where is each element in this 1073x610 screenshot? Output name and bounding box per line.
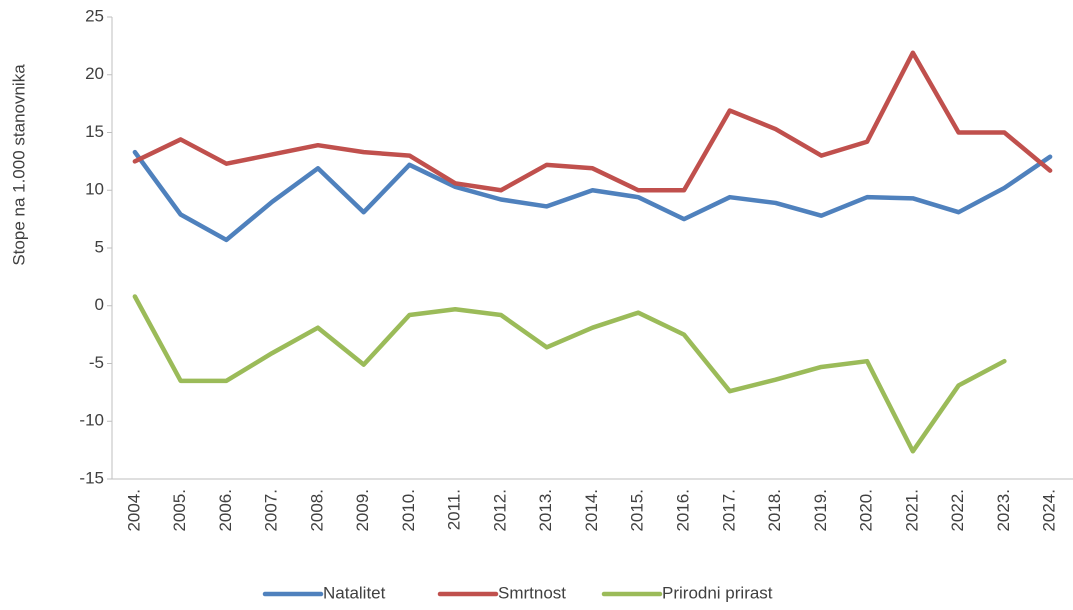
x-tick-label: 2013. bbox=[536, 489, 555, 532]
y-tick-label: 20 bbox=[85, 64, 104, 83]
x-tick-label: 2023. bbox=[994, 489, 1013, 532]
x-tick-label: 2020. bbox=[857, 489, 876, 532]
x-tick-label: 2015. bbox=[628, 489, 647, 532]
y-tick-label: 0 bbox=[95, 295, 104, 314]
x-tick-label: 2024. bbox=[1040, 489, 1059, 532]
series-line bbox=[132, 149, 1053, 243]
y-axis-title: Stope na 1.000 stanovnika bbox=[9, 64, 28, 266]
x-tick-label: 2022. bbox=[948, 489, 967, 532]
y-tick-label: 15 bbox=[85, 122, 104, 141]
x-tick-label: 2006. bbox=[216, 489, 235, 532]
x-tick-label: 2017. bbox=[719, 489, 738, 532]
x-tick-label: 2008. bbox=[307, 489, 326, 532]
x-tick-label: 2011. bbox=[445, 489, 464, 530]
legend-label: Natalitet bbox=[323, 583, 386, 602]
x-tick-label: 2007. bbox=[262, 489, 281, 532]
series-line bbox=[132, 50, 1053, 193]
legend-label: Prirodni prirast bbox=[662, 583, 773, 602]
y-tick-label: 10 bbox=[85, 180, 104, 199]
x-tick-label: 2010. bbox=[399, 489, 418, 532]
legend-label: Smrtnost bbox=[498, 583, 566, 602]
series-line bbox=[132, 294, 1007, 454]
y-tick-label: 25 bbox=[85, 6, 104, 25]
x-tick-label: 2004. bbox=[124, 489, 143, 532]
x-tick-label: 2018. bbox=[765, 489, 784, 532]
y-tick-label: 5 bbox=[95, 237, 104, 256]
x-tick-label: 2012. bbox=[490, 489, 509, 532]
x-tick-label: 2014. bbox=[582, 489, 601, 532]
y-tick-label: -10 bbox=[79, 411, 104, 430]
x-tick-label: 2019. bbox=[811, 489, 830, 532]
x-tick-label: 2021. bbox=[902, 489, 921, 532]
x-tick-label: 2005. bbox=[170, 489, 189, 532]
x-tick-label: 2016. bbox=[674, 489, 693, 532]
y-tick-label: -15 bbox=[79, 468, 104, 487]
x-tick-label: 2009. bbox=[353, 489, 372, 532]
y-tick-label: -5 bbox=[89, 353, 104, 372]
